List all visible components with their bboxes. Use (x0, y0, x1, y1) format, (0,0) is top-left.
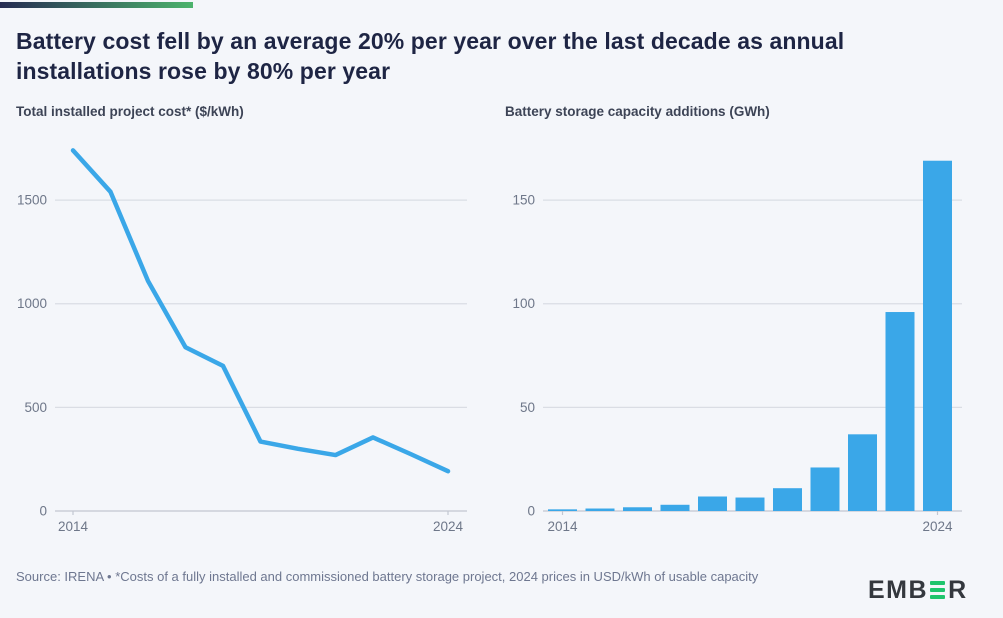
capacity-bar-2015 (585, 508, 615, 511)
y-tick-label: 100 (512, 296, 535, 311)
page-title: Battery cost fell by an average 20% per … (16, 28, 845, 84)
ember-logo-text-start: EMB (868, 575, 929, 604)
cost-line-series (70, 148, 451, 474)
x-tick-label: 2024 (433, 519, 464, 534)
capacity-bar-2024 (923, 160, 952, 511)
ember-logo: EMB R (868, 575, 968, 604)
y-tick-label: 50 (520, 400, 535, 415)
cost-line-chart: 0 500 1000 1500 2014 2024 (17, 148, 467, 534)
x-tick-label: 2014 (547, 519, 578, 534)
capacity-bar-chart: 0 50 100 150 2014 2024 (512, 160, 962, 534)
y-tick-label: 150 (512, 193, 535, 208)
capacity-bar-2018 (698, 496, 727, 511)
capacity-bar-2019 (735, 497, 765, 511)
right-chart-title: Battery storage capacity additions (GWh) (505, 104, 770, 119)
y-tick-label: 0 (527, 504, 535, 519)
ember-logo-text-end: R (948, 575, 968, 604)
capacity-bar-2017 (660, 504, 690, 511)
x-tick-label: 2014 (58, 519, 89, 534)
brand-gradient-bar (0, 2, 193, 8)
capacity-bar-2014 (548, 509, 577, 511)
left-chart-title: Total installed project cost* ($/kWh) (16, 104, 244, 119)
y-tick-label: 1000 (17, 296, 47, 311)
capacity-bar-2020 (773, 488, 802, 511)
capacity-bar-2022 (848, 434, 877, 511)
x-tick-label: 2024 (922, 519, 953, 534)
ember-logo-green-e-icon (930, 580, 946, 600)
capacity-bar-2016 (623, 507, 652, 511)
capacity-bar-2021 (810, 467, 840, 511)
y-tick-label: 1500 (17, 193, 47, 208)
source-note: Source: IRENA • *Costs of a fully instal… (16, 569, 759, 584)
y-tick-label: 0 (39, 504, 47, 519)
capacity-bar-2023 (885, 312, 915, 511)
y-tick-label: 500 (24, 400, 47, 415)
